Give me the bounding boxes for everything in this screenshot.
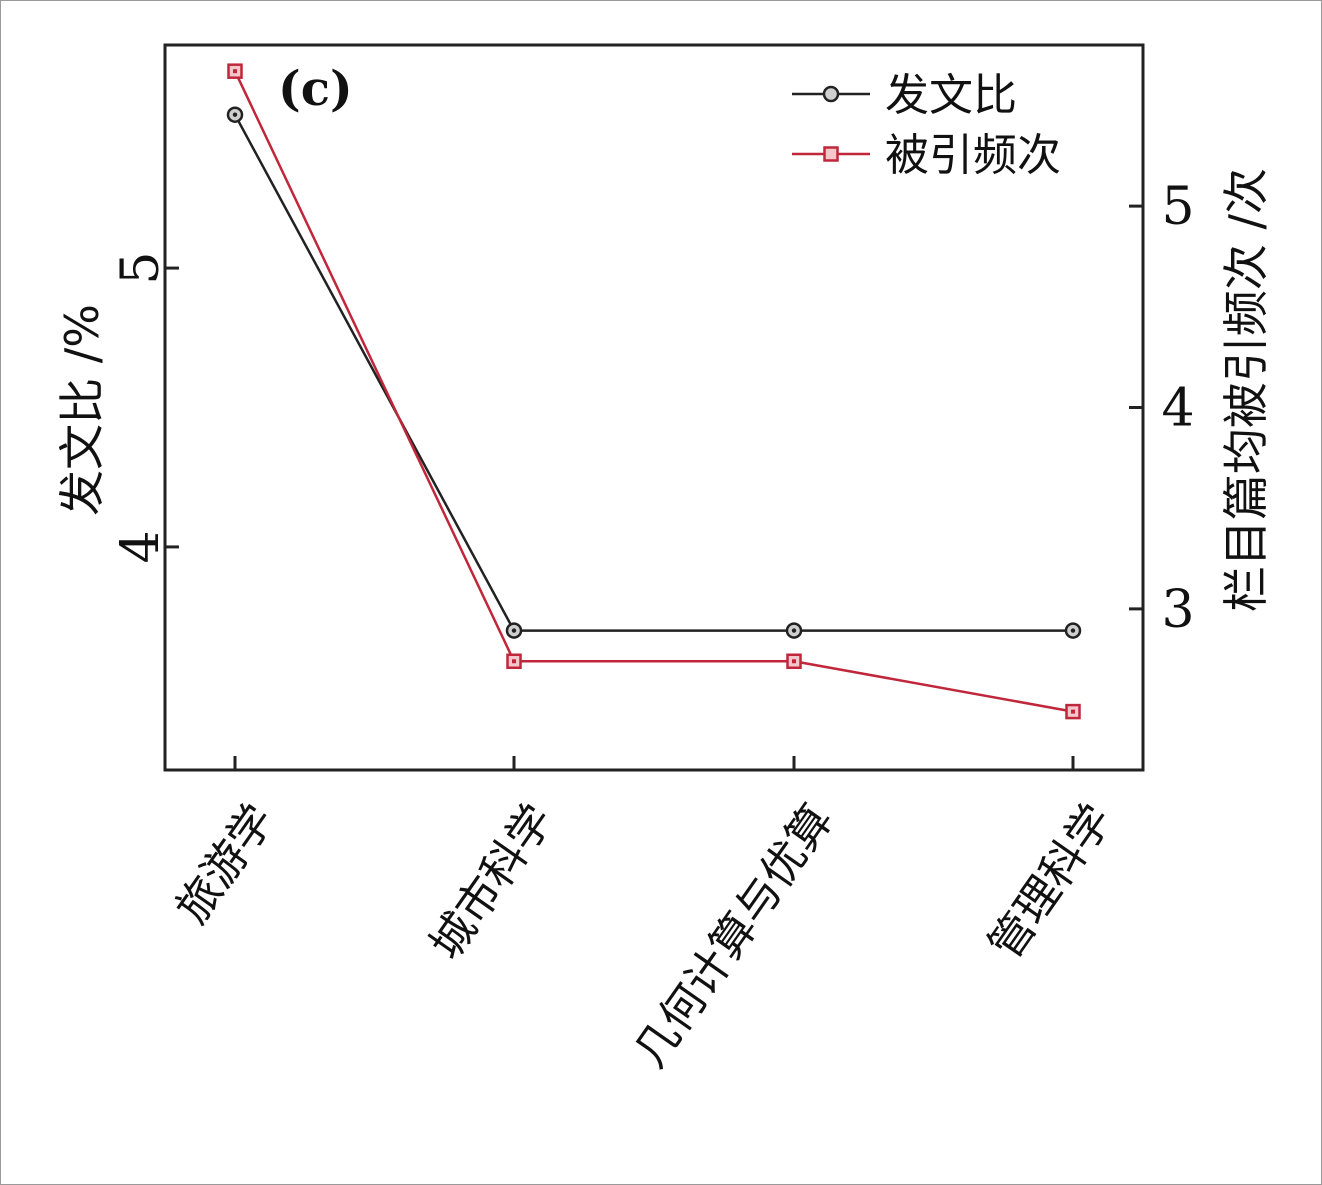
series-line-citations <box>233 70 1074 713</box>
legend-label: 被引频次 <box>885 130 1061 181</box>
data-point-center <box>1071 709 1075 714</box>
y-right-tick-label: 3 <box>1161 580 1194 640</box>
x-category-label: 几何计算与优算 <box>625 795 843 1077</box>
y-right-axis-title: 栏目篇均被引频次 /次 <box>1219 168 1273 612</box>
data-point-center <box>511 628 517 633</box>
x-axis: 旅游学 城市科学 几何计算与优算 管理科学 <box>167 756 1122 1077</box>
y-right-tick-label: 5 <box>1161 177 1194 237</box>
series-group <box>226 63 1082 720</box>
data-point-center <box>232 112 238 117</box>
series-line-ratio <box>233 114 1073 632</box>
data-point-center <box>233 69 237 74</box>
data-point-center <box>792 659 796 664</box>
y-right-tick-label: 4 <box>1161 379 1194 439</box>
y-left-tick-label: 5 <box>111 252 171 285</box>
panel-label: (c) <box>278 61 353 117</box>
right-axis: 3 4 5 <box>1129 177 1195 640</box>
legend-marker-circle <box>822 85 840 103</box>
x-category-label: 城市科学 <box>420 795 563 968</box>
left-axis: 45 <box>111 252 179 563</box>
x-category-label: 管理科学 <box>979 795 1122 968</box>
data-point-center <box>512 659 516 664</box>
data-point-center <box>791 628 797 633</box>
legend-marker-square <box>823 146 839 162</box>
legend-label: 发文比 <box>885 70 1017 121</box>
y-left-axis-title: 发文比 /% <box>55 304 109 516</box>
x-category-label: 旅游学 <box>167 795 284 932</box>
data-point-center <box>1070 628 1076 633</box>
y-left-tick-label: 4 <box>111 530 171 563</box>
